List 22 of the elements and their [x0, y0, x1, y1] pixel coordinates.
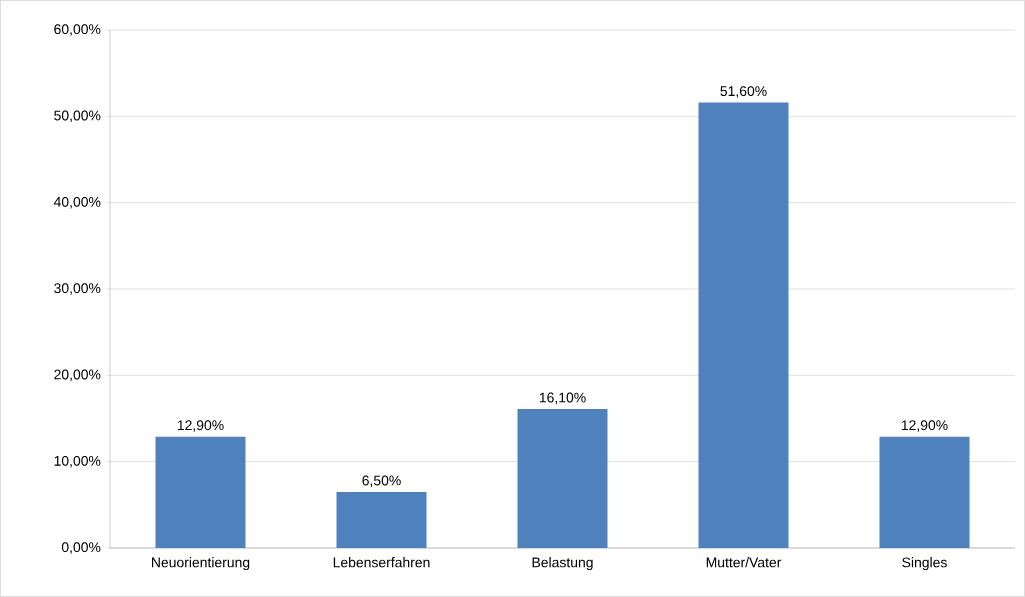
bar — [698, 102, 789, 548]
y-tick-label: 30,00% — [54, 283, 101, 295]
data-label: 6,50% — [362, 475, 401, 488]
data-label: 16,10% — [539, 392, 586, 405]
x-tick-label: Singles — [902, 557, 947, 571]
y-tick-label: 0,00% — [61, 542, 101, 554]
bar — [517, 409, 608, 548]
y-tick-label: 10,00% — [54, 455, 101, 468]
bar — [155, 436, 246, 548]
data-label: 12,90% — [901, 420, 948, 432]
y-tick-label: 50,00% — [54, 110, 101, 123]
data-label: 12,90% — [177, 420, 224, 432]
y-tick-label: 40,00% — [53, 196, 101, 209]
data-label: 51,60% — [720, 86, 767, 98]
y-tick-label: 20,00% — [54, 369, 101, 382]
x-tick-label: Belastung — [532, 557, 593, 571]
y-tick-label: 60,00% — [54, 24, 101, 36]
x-tick-label: Lebenserfahren — [333, 557, 430, 568]
x-tick-label: Neuorientierung — [152, 557, 250, 571]
x-tick-label: Mutter/Vater — [706, 557, 782, 568]
bar — [336, 491, 427, 548]
bar — [879, 436, 970, 548]
